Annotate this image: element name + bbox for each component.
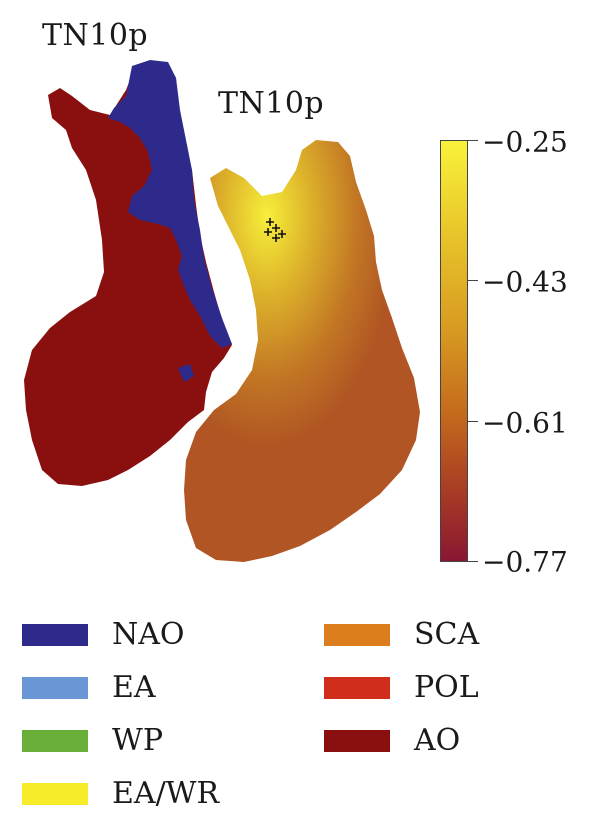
legend-swatch (324, 624, 390, 646)
left-map-nao-region (108, 60, 232, 348)
right-map-title: TN10p (218, 86, 325, 121)
colorbar-tick (468, 140, 478, 141)
colorbar-label: −0.77 (482, 545, 568, 579)
plus-marker (266, 218, 274, 226)
colorbar-label: −0.43 (482, 265, 568, 299)
legend-swatch (22, 677, 88, 699)
legend-swatch (324, 730, 390, 752)
colorbar-tick (468, 561, 478, 562)
plus-marker (278, 230, 286, 238)
colorbar-tick (468, 280, 478, 281)
left-map-title: TN10p (42, 18, 149, 53)
plus-marker (272, 224, 280, 232)
legend-label: SCA (414, 617, 480, 652)
legend-label: NAO (112, 617, 185, 652)
legend-label: EA (112, 670, 156, 705)
plus-marker (264, 228, 272, 236)
legend-swatch (324, 677, 390, 699)
legend-label: AO (414, 723, 461, 758)
legend-label: WP (112, 723, 164, 758)
plus-marker (272, 234, 280, 242)
legend-swatch (22, 730, 88, 752)
colorbar-label: −0.25 (482, 125, 568, 159)
legend-label: POL (414, 670, 479, 705)
colorbar (440, 140, 468, 562)
right-map-correlation-field (184, 140, 420, 562)
legend-label: EA/WR (112, 776, 220, 811)
legend-swatch (22, 783, 88, 805)
colorbar-label: −0.61 (482, 406, 568, 440)
colorbar-tick (468, 421, 478, 422)
legend-swatch (22, 624, 88, 646)
significance-markers (264, 218, 286, 242)
left-map-nao-patch (178, 364, 194, 382)
